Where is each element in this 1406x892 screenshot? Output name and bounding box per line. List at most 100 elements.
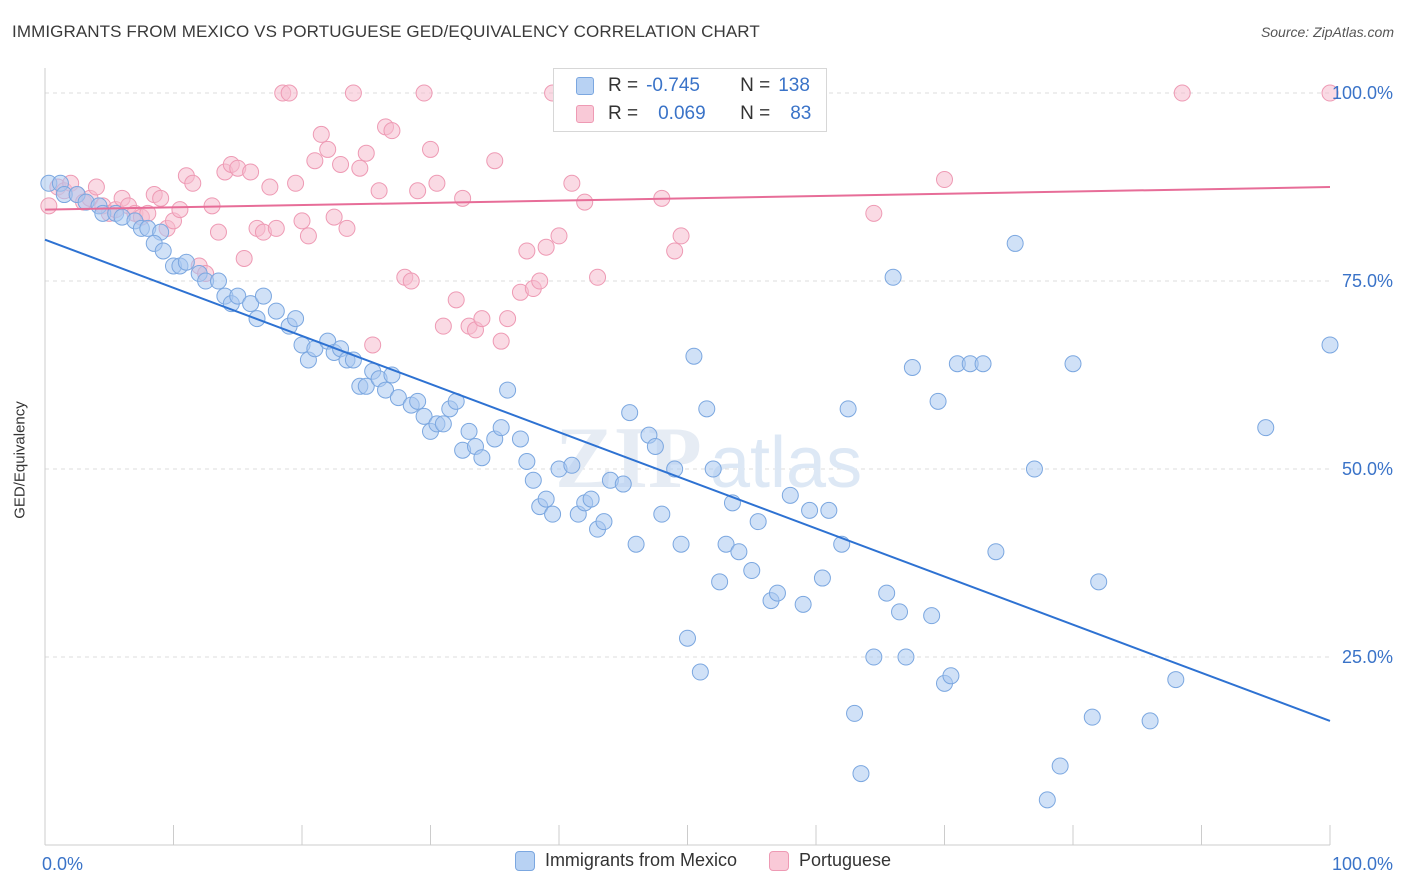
mexico-point bbox=[627, 535, 645, 553]
mexico-point bbox=[389, 389, 407, 407]
portuguese-point bbox=[666, 242, 684, 260]
x-tick-label-max: 100.0% bbox=[1332, 854, 1393, 874]
legend-n-value-portuguese: 83 bbox=[790, 103, 812, 124]
portuguese-point bbox=[486, 152, 504, 170]
mexico-point bbox=[646, 437, 664, 455]
portuguese-point bbox=[87, 178, 105, 196]
legend-r-label: R = bbox=[608, 75, 639, 96]
mexico-point bbox=[781, 486, 799, 504]
mexico-point bbox=[1257, 419, 1275, 437]
mexico-point bbox=[177, 253, 195, 271]
legend-row-mexico: R = -0.745 N = 138 bbox=[576, 73, 810, 99]
x-tick-label-min: 0.0% bbox=[42, 854, 83, 874]
portuguese-point bbox=[1173, 84, 1191, 102]
mexico-point bbox=[1038, 791, 1056, 809]
mexico-point bbox=[1083, 708, 1101, 726]
mexico-point bbox=[1051, 757, 1069, 775]
mexico-point bbox=[537, 490, 555, 508]
portuguese-point bbox=[299, 227, 317, 245]
portuguese-point bbox=[589, 268, 607, 286]
legend-text-portuguese: Portuguese bbox=[798, 850, 892, 870]
mexico-point bbox=[884, 268, 902, 286]
mexico-point bbox=[499, 381, 517, 399]
mexico-point bbox=[1321, 336, 1339, 354]
mexico-point bbox=[377, 381, 395, 399]
trendlines bbox=[44, 186, 1331, 722]
mexico-point bbox=[974, 355, 992, 373]
mexico-point bbox=[903, 359, 921, 377]
portuguese-point bbox=[287, 174, 305, 192]
portuguese-point bbox=[518, 242, 536, 260]
legend-box-portuguese bbox=[768, 850, 789, 871]
portuguese-point bbox=[370, 182, 388, 200]
mexico-point bbox=[820, 501, 838, 519]
portuguese-point bbox=[1321, 84, 1339, 102]
mexico-point bbox=[511, 430, 529, 448]
portuguese-point bbox=[563, 174, 581, 192]
mexico-point bbox=[434, 415, 452, 433]
legend-box-mexico bbox=[514, 850, 535, 871]
series-legend: Immigrants from Mexico Portuguese bbox=[0, 850, 1406, 871]
mexico-point bbox=[563, 456, 581, 474]
legend-item-mexico: Immigrants from Mexico bbox=[514, 850, 737, 871]
legend-r-value-mexico: -0.745 bbox=[646, 75, 700, 96]
portuguese-point bbox=[383, 122, 401, 140]
portuguese-point bbox=[936, 171, 953, 189]
mexico-point bbox=[672, 535, 690, 553]
mexico-point bbox=[839, 400, 857, 418]
portuguese-point bbox=[499, 310, 517, 328]
portuguese-point bbox=[865, 204, 883, 222]
mexico-point bbox=[229, 287, 247, 305]
portuguese-point bbox=[40, 197, 58, 215]
mexico-point bbox=[254, 287, 272, 305]
legend-r-label: R = bbox=[608, 103, 639, 124]
portuguese-point bbox=[550, 227, 568, 245]
mexico-point bbox=[897, 648, 915, 666]
mexico-point bbox=[1090, 573, 1108, 591]
portuguese-point bbox=[344, 84, 362, 102]
portuguese-point bbox=[576, 193, 594, 211]
legend-r-value-portuguese: 0.069 bbox=[658, 103, 706, 124]
mexico-point bbox=[704, 460, 722, 478]
portuguese-point bbox=[447, 291, 465, 309]
mexico-point bbox=[415, 407, 433, 425]
mexico-point bbox=[582, 490, 600, 508]
mexico-point bbox=[749, 513, 767, 531]
mexico-point bbox=[409, 392, 427, 410]
portuguese-point bbox=[293, 212, 311, 230]
mexico-point bbox=[1025, 460, 1043, 478]
chart-title: IMMIGRANTS FROM MEXICO VS PORTUGUESE GED… bbox=[12, 22, 760, 41]
mexico-point bbox=[524, 471, 542, 489]
mexico-point bbox=[1141, 712, 1159, 730]
legend-n-value-mexico: 138 bbox=[778, 75, 810, 96]
mexico-point bbox=[1167, 671, 1185, 689]
mexico-point bbox=[794, 595, 812, 613]
portuguese-point bbox=[261, 178, 279, 196]
mexico-point bbox=[923, 607, 941, 625]
portuguese-point bbox=[537, 238, 555, 256]
mexico-point bbox=[492, 419, 510, 437]
mexico-point bbox=[1064, 355, 1082, 373]
mexico-point bbox=[614, 475, 632, 493]
mexico-point bbox=[891, 603, 909, 621]
mexico-point bbox=[518, 453, 536, 470]
mexico-point bbox=[595, 513, 613, 531]
portuguese-point bbox=[338, 219, 356, 237]
y-tick-label: 100.0% bbox=[1332, 83, 1393, 103]
mexico-point bbox=[685, 347, 703, 365]
gridlines bbox=[45, 92, 1330, 658]
portuguese-point bbox=[319, 140, 337, 158]
portuguese-point bbox=[184, 174, 202, 192]
portuguese-point bbox=[492, 332, 510, 350]
portuguese-point bbox=[357, 144, 375, 162]
portuguese-point bbox=[351, 159, 369, 177]
portuguese-point bbox=[409, 182, 427, 200]
portuguese-point bbox=[434, 317, 452, 335]
mexico-point bbox=[698, 400, 716, 418]
legend-row-portuguese: R = 0.069 N = 83 bbox=[576, 101, 811, 127]
mexico-point bbox=[929, 392, 947, 410]
portuguese-point bbox=[209, 223, 227, 241]
stats-legend: R = -0.745 N = 138 R = 0.069 N = 83 bbox=[553, 68, 827, 132]
mexico-point bbox=[717, 535, 735, 553]
